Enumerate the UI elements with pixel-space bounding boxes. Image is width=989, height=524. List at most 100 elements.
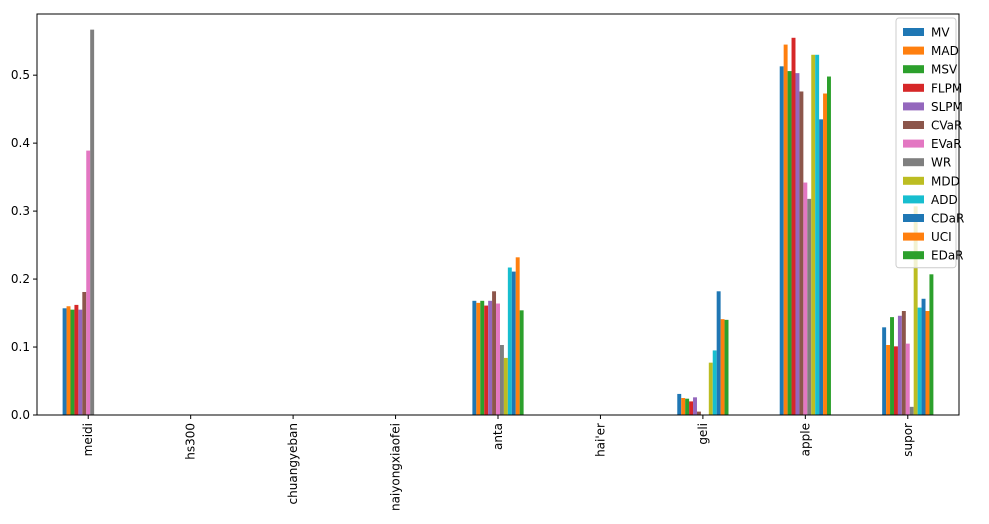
- legend-swatch-evar: [903, 139, 924, 148]
- bar-slpm-apple: [795, 73, 800, 416]
- legend-swatch-wr: [903, 158, 924, 167]
- legend-label-mdd: MDD: [931, 174, 960, 188]
- legend-label-mv: MV: [931, 26, 950, 40]
- bar-msv-anta: [480, 300, 485, 415]
- legend-swatch-uci: [903, 232, 924, 241]
- legend-swatch-cvar: [903, 121, 924, 129]
- bar-uci-geli: [720, 319, 725, 415]
- legend-label-msv: MSV: [931, 63, 958, 77]
- x-tick-label: hs300: [184, 423, 198, 460]
- bar-msv-apple: [787, 71, 792, 415]
- x-tick-label: anta: [491, 423, 505, 450]
- legend-label-edar: EDaR: [931, 249, 964, 263]
- bar-msv-supor: [890, 317, 894, 415]
- bar-mad-meidi: [66, 306, 71, 415]
- x-tick-label: hai'er: [593, 423, 607, 457]
- legend: [895, 17, 957, 269]
- legend-label-add: ADD: [931, 193, 958, 207]
- bar-edar-apple: [827, 76, 831, 416]
- y-tick-label: 0.2: [11, 272, 30, 286]
- bar-evar-anta: [496, 303, 500, 415]
- bar-uci-supor: [925, 311, 930, 415]
- bar-edar-geli: [724, 319, 729, 415]
- legend-swatch-mv: [903, 28, 924, 36]
- x-tick-label: supor: [901, 423, 915, 457]
- bar-evar-meidi: [86, 150, 91, 415]
- bar-mv-supor: [882, 327, 887, 415]
- y-tick-label: 0.3: [11, 204, 30, 218]
- legend-label-cvar: CVaR: [931, 119, 962, 133]
- bar-mad-geli: [681, 398, 686, 415]
- bar-flpm-geli: [689, 401, 694, 415]
- x-tick-label: chuangyeban: [286, 423, 300, 504]
- bar-mad-apple: [783, 44, 788, 415]
- bar-wr-supor: [909, 406, 914, 415]
- legend-swatch-mad: [903, 46, 924, 55]
- legend-label-flpm: FLPM: [931, 81, 962, 95]
- x-tick-label: apple: [798, 423, 812, 456]
- bar-cvar-meidi: [82, 291, 87, 415]
- bar-slpm-geli: [693, 397, 697, 415]
- legend-label-wr: WR: [931, 156, 951, 170]
- legend-swatch-cdar: [903, 214, 924, 222]
- bar-uci-anta: [515, 257, 520, 415]
- bar-wr-meidi: [90, 29, 95, 416]
- bar-mdd-geli: [708, 362, 713, 415]
- bar-mv-anta: [472, 300, 477, 415]
- bar-mdd-anta: [503, 357, 508, 415]
- bar-slpm-anta: [488, 300, 493, 415]
- bar-mv-geli: [677, 393, 682, 415]
- legend-label-evar: EVaR: [931, 137, 962, 151]
- legend-label-uci: UCI: [931, 230, 952, 244]
- legend-swatch-slpm: [903, 102, 924, 111]
- bar-slpm-meidi: [78, 309, 83, 415]
- bar-mdd-apple: [811, 54, 816, 415]
- bar-slpm-supor: [897, 315, 902, 415]
- bar-cvar-apple: [799, 91, 804, 415]
- bar-flpm-supor: [893, 346, 898, 415]
- bar-wr-apple: [807, 198, 812, 415]
- bar-add-supor: [917, 307, 922, 415]
- x-tick-label: naiyongxiaofei: [389, 423, 403, 511]
- bar-flpm-meidi: [74, 304, 79, 415]
- legend-swatch-flpm: [903, 83, 924, 92]
- legend-swatch-msv: [903, 65, 924, 74]
- bar-add-geli: [712, 350, 717, 415]
- bar-cvar-supor: [901, 311, 906, 415]
- bar-evar-supor: [905, 343, 910, 415]
- legend-label-mad: MAD: [931, 44, 959, 58]
- bar-mad-anta: [476, 302, 481, 415]
- bar-mv-apple: [779, 66, 784, 416]
- x-tick-label: geli: [696, 423, 710, 445]
- bar-add-apple: [815, 54, 820, 415]
- bar-cdar-anta: [511, 271, 516, 415]
- bar-mdd-supor: [913, 206, 918, 415]
- legend-swatch-add: [903, 195, 924, 204]
- bar-uci-apple: [823, 93, 828, 416]
- y-tick-label: 0.0: [11, 408, 30, 422]
- bar-msv-geli: [685, 398, 690, 415]
- bar-flpm-anta: [484, 305, 489, 415]
- bar-cdar-supor: [921, 298, 926, 415]
- bar-cdar-apple: [819, 119, 824, 415]
- bar-add-anta: [507, 267, 512, 415]
- legend-swatch-edar: [903, 251, 924, 260]
- x-tick-label: meidi: [81, 423, 95, 456]
- bar-evar-apple: [803, 182, 808, 415]
- legend-swatch-mdd: [903, 176, 924, 185]
- y-tick-label: 0.4: [11, 136, 30, 150]
- bar-edar-supor: [929, 274, 934, 415]
- bar-mv-meidi: [62, 308, 67, 415]
- bar-msv-meidi: [70, 309, 75, 415]
- bar-mad-supor: [886, 344, 891, 415]
- y-tick-label: 0.1: [11, 340, 30, 354]
- bar-flpm-apple: [791, 37, 796, 415]
- bar-cvar-geli: [696, 411, 701, 415]
- legend-label-cdar: CDaR: [931, 212, 964, 226]
- legend-label-slpm: SLPM: [931, 100, 963, 114]
- y-tick-label: 0.5: [11, 68, 30, 82]
- bar-wr-anta: [499, 344, 504, 415]
- bar-cdar-geli: [716, 291, 721, 415]
